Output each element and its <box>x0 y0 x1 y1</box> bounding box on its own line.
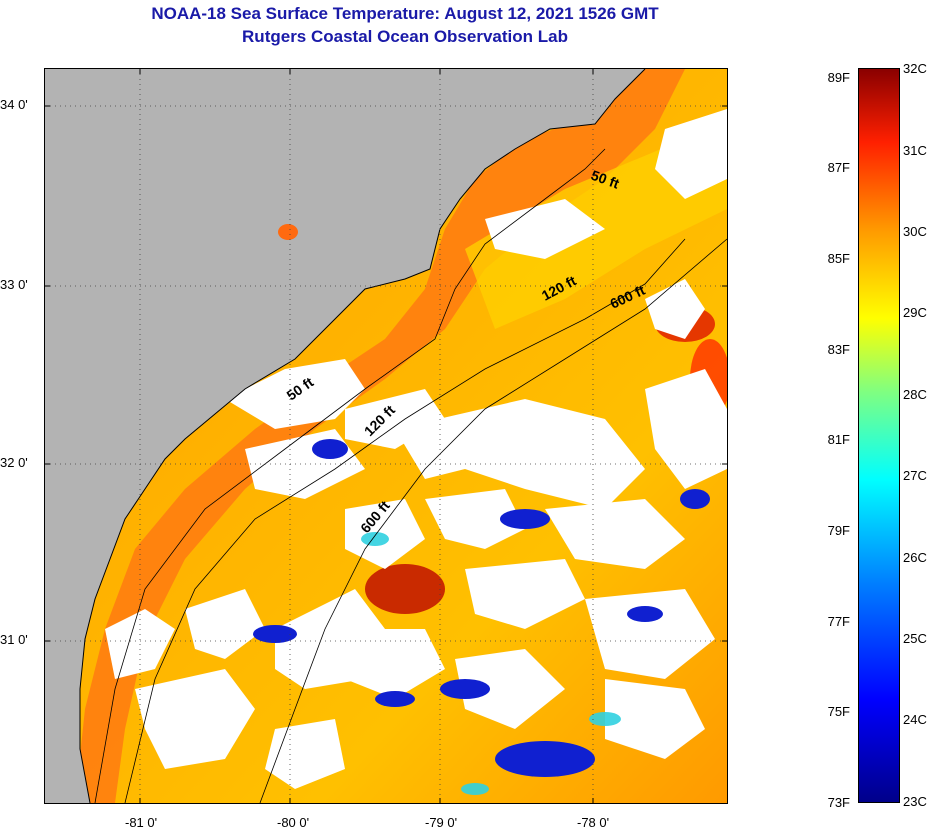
lat-tick-label: 33 0' <box>0 277 28 292</box>
lon-tick-label: -79 0' <box>425 815 458 830</box>
fahrenheit-label: 87F <box>827 160 850 175</box>
fahrenheit-label: 79F <box>827 523 850 538</box>
fahrenheit-label: 73F <box>827 795 850 810</box>
map-title: NOAA-18 Sea Surface Temperature: August … <box>151 4 659 23</box>
lon-tick-label: -78 0' <box>577 815 610 830</box>
celsius-label: 28C <box>903 387 927 402</box>
lat-tick-label: 32 0' <box>0 455 28 470</box>
celsius-label: 23C <box>903 794 927 809</box>
fahrenheit-label: 83F <box>827 342 850 357</box>
celsius-label: 32C <box>903 61 927 76</box>
sst-map: 50 ft 120 ft 600 ft 50 ft 120 ft 600 ft <box>44 68 728 804</box>
celsius-label: 26C <box>903 550 927 565</box>
lon-tick-label: -81 0' <box>125 815 158 830</box>
land-area <box>45 69 645 803</box>
celsius-label: 24C <box>903 712 927 727</box>
celsius-label: 25C <box>903 631 927 646</box>
fahrenheit-label: 89F <box>827 70 850 85</box>
celsius-label: 29C <box>903 305 927 320</box>
temperature-colorbar <box>858 68 900 803</box>
cloud-cover <box>105 109 727 789</box>
lon-tick-label: -80 0' <box>277 815 310 830</box>
fahrenheit-label: 85F <box>827 251 850 266</box>
map-canvas: 50 ft 120 ft 600 ft 50 ft 120 ft 600 ft <box>45 69 727 803</box>
celsius-label: 30C <box>903 224 927 239</box>
lat-tick-label: 34 0' <box>0 97 28 112</box>
celsius-label: 27C <box>903 468 927 483</box>
cool-water-patches <box>253 439 710 777</box>
lat-tick-label: 31 0' <box>0 632 28 647</box>
map-subtitle: Rutgers Coastal Ocean Observation Lab <box>242 27 568 46</box>
fahrenheit-label: 77F <box>827 614 850 629</box>
graticule <box>45 69 727 803</box>
fahrenheit-label: 75F <box>827 704 850 719</box>
celsius-label: 31C <box>903 143 927 158</box>
fahrenheit-label: 81F <box>827 432 850 447</box>
